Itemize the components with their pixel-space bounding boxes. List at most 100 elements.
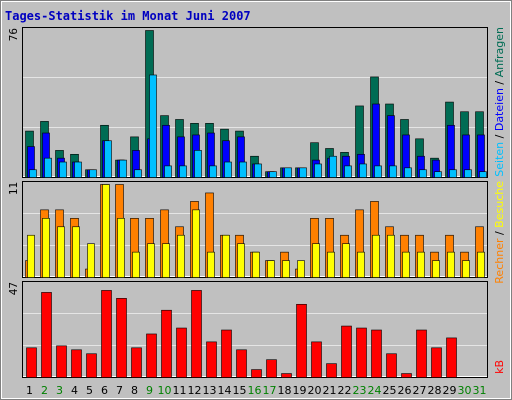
bar-seiten-day-26: [404, 167, 412, 178]
bar-kb-day-25: [386, 353, 397, 378]
bar-seiten-day-1: [29, 169, 37, 178]
day-label-12: 12: [188, 384, 202, 397]
bar-kb-day-10: [161, 309, 172, 378]
bar-kb-day-22: [341, 325, 352, 378]
day-label-25: 25: [383, 384, 397, 397]
day-label-2: 2: [41, 384, 48, 397]
bar-besuche-day-30: [462, 260, 470, 278]
legend-middle-separator: /: [493, 228, 506, 239]
day-label-15: 15: [233, 384, 247, 397]
bar-besuche-day-31: [477, 251, 485, 278]
bar-kb-day-13: [206, 341, 217, 378]
bar-besuche-day-25: [387, 234, 395, 278]
bar-besuche-day-24: [372, 234, 380, 278]
day-label-19: 19: [293, 384, 307, 397]
legend-top-separator: /: [493, 131, 506, 142]
bar-seiten-day-16: [254, 163, 262, 178]
day-label-22: 22: [338, 384, 352, 397]
day-label-17: 17: [263, 384, 277, 397]
day-label-5: 5: [86, 384, 93, 397]
bar-besuche-day-2: [42, 218, 50, 278]
bar-seiten-day-12: [194, 150, 202, 178]
legend-middle-item-besuche: Besuche: [493, 181, 506, 228]
bar-kb-day-6: [101, 290, 112, 378]
bar-seiten-day-13: [209, 165, 217, 178]
day-label-30: 30: [458, 384, 472, 397]
bar-besuche-day-1: [27, 234, 35, 278]
bar-seiten-day-17: [269, 171, 277, 178]
day-label-29: 29: [443, 384, 457, 397]
bar-kb-day-2: [41, 292, 52, 378]
bar-kb-day-29: [446, 337, 457, 378]
day-label-24: 24: [368, 384, 382, 397]
bar-seiten-day-5: [89, 169, 97, 178]
bar-seiten-day-22: [344, 165, 352, 178]
bar-besuche-day-17: [267, 260, 275, 278]
day-label-6: 6: [101, 384, 108, 397]
day-label-26: 26: [398, 384, 412, 397]
bar-seiten-day-29: [449, 169, 457, 178]
legend-bottom: kB: [493, 360, 506, 374]
bar-kb-day-20: [311, 341, 322, 378]
bar-besuche-day-21: [327, 251, 335, 278]
legend-top: Seiten / Dateien / Anfragen: [493, 27, 506, 177]
day-label-23: 23: [353, 384, 367, 397]
bar-besuche-day-13: [207, 251, 215, 278]
bar-seiten-day-27: [419, 169, 427, 178]
bar-kb-day-15: [236, 349, 247, 378]
bar-seiten-day-3: [59, 161, 67, 178]
bar-kb-day-19: [296, 303, 307, 378]
bar-kb-day-1: [26, 347, 37, 378]
day-label-16: 16: [248, 384, 262, 397]
day-label-14: 14: [218, 384, 232, 397]
bar-besuche-day-27: [417, 251, 425, 278]
bar-kb-day-16: [251, 369, 262, 378]
bar-seiten-day-23: [359, 163, 367, 178]
bar-besuche-day-9: [147, 243, 155, 278]
bar-kb-day-8: [131, 347, 142, 378]
day-label-7: 7: [116, 384, 123, 397]
legend-middle: Rechner / Besuche: [493, 181, 506, 284]
bar-besuche-day-15: [237, 243, 245, 278]
bar-kb-day-28: [431, 347, 442, 378]
day-label-9: 9: [146, 384, 153, 397]
bar-besuche-day-26: [402, 251, 410, 278]
legend-bottom-item-kb: kB: [493, 360, 506, 374]
bar-seiten-day-10: [164, 165, 172, 178]
bar-seiten-day-9: [149, 74, 157, 178]
bar-kb-day-14: [221, 329, 232, 378]
bar-besuche-day-22: [342, 243, 350, 278]
bar-seiten-day-25: [389, 165, 397, 178]
day-label-27: 27: [413, 384, 427, 397]
bar-seiten-day-19: [299, 167, 307, 178]
bar-seiten-day-8: [134, 169, 142, 178]
bar-seiten-day-28: [434, 171, 442, 178]
bar-kb-day-26: [401, 373, 412, 378]
day-label-11: 11: [173, 384, 187, 397]
day-label-28: 28: [428, 384, 442, 397]
bar-kb-day-7: [116, 298, 127, 378]
bar-seiten-day-24: [374, 165, 382, 178]
panel-1-ymax-label: 76: [7, 28, 20, 41]
bar-besuche-day-8: [132, 251, 140, 278]
bar-kb-day-23: [356, 327, 367, 378]
bar-seiten-day-4: [74, 161, 82, 178]
bar-besuche-day-29: [447, 251, 455, 278]
day-label-18: 18: [278, 384, 292, 397]
bar-seiten-day-20: [314, 163, 322, 178]
bar-kb-day-4: [71, 349, 82, 378]
panel-3-ymax-label: 47: [7, 282, 20, 295]
bar-seiten-day-2: [44, 157, 52, 178]
bar-dateien-day-31: [477, 134, 485, 178]
chart-title: Tages-Statistik im Monat Juni 2007: [5, 9, 251, 23]
bar-besuche-day-4: [72, 226, 80, 278]
bar-kb-day-27: [416, 329, 427, 378]
bar-kb-day-12: [191, 290, 202, 378]
day-label-1: 1: [26, 384, 33, 397]
bar-kb-day-17: [266, 359, 277, 378]
bar-besuche-day-7: [117, 218, 125, 278]
bar-kb-day-3: [56, 345, 67, 378]
